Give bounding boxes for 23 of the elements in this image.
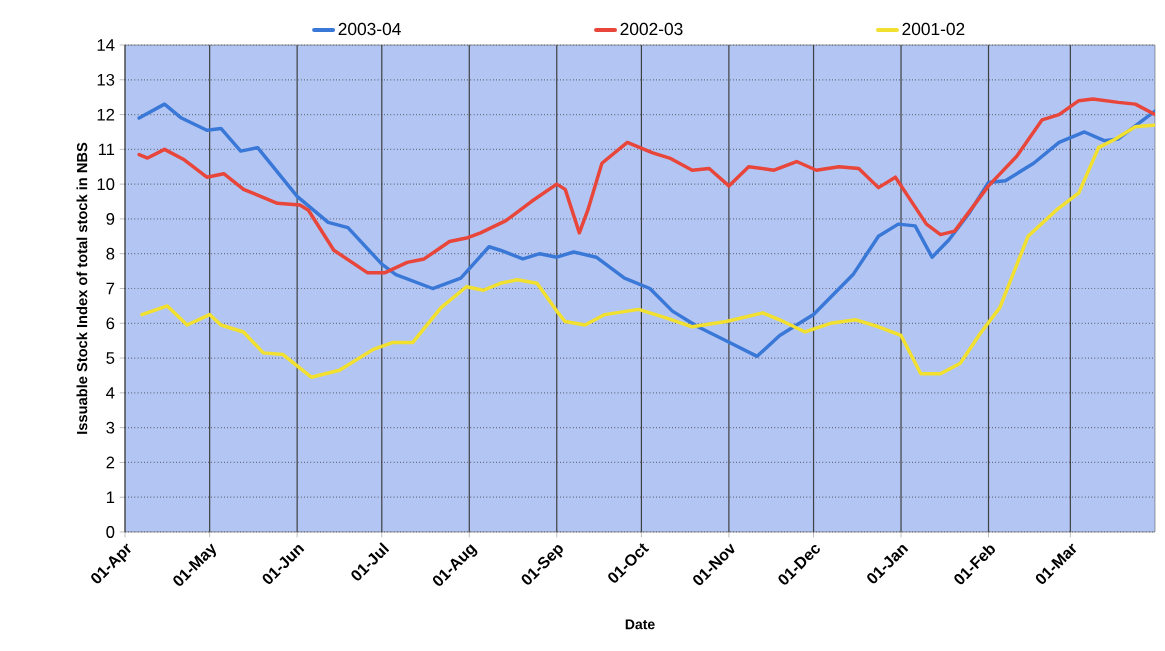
- y-tick-label: 6: [106, 317, 115, 330]
- y-tick-label: 14: [97, 39, 115, 51]
- line-series: [140, 123, 1156, 379]
- legend-label: 2001-02: [902, 22, 965, 36]
- y-tick-label: 1: [106, 491, 115, 503]
- y-tick-label: 10: [97, 178, 115, 191]
- y-tick-label: 11: [98, 143, 115, 156]
- y-tick-label: 3: [106, 421, 115, 434]
- y-tick-label: 2: [106, 456, 115, 469]
- legend-label: 2003-04: [338, 22, 401, 36]
- y-tick-label: 12: [97, 108, 115, 121]
- y-tick-label: 5: [106, 352, 115, 364]
- y-axis-title: Issuable Stock Index of total stock in NBS: [76, 142, 88, 434]
- y-tick-label: 0: [106, 526, 115, 538]
- line-series: [137, 102, 1156, 359]
- x-axis-title: Date: [625, 619, 655, 630]
- y-tick-label: 13: [97, 73, 115, 86]
- legend-label: 2002-03: [620, 22, 683, 36]
- line-series: [137, 97, 1156, 275]
- y-tick-label: 9: [106, 213, 115, 225]
- y-tick-label: 8: [106, 247, 115, 260]
- y-tick-label: 4: [106, 387, 115, 399]
- y-tick-label: 7: [106, 282, 115, 295]
